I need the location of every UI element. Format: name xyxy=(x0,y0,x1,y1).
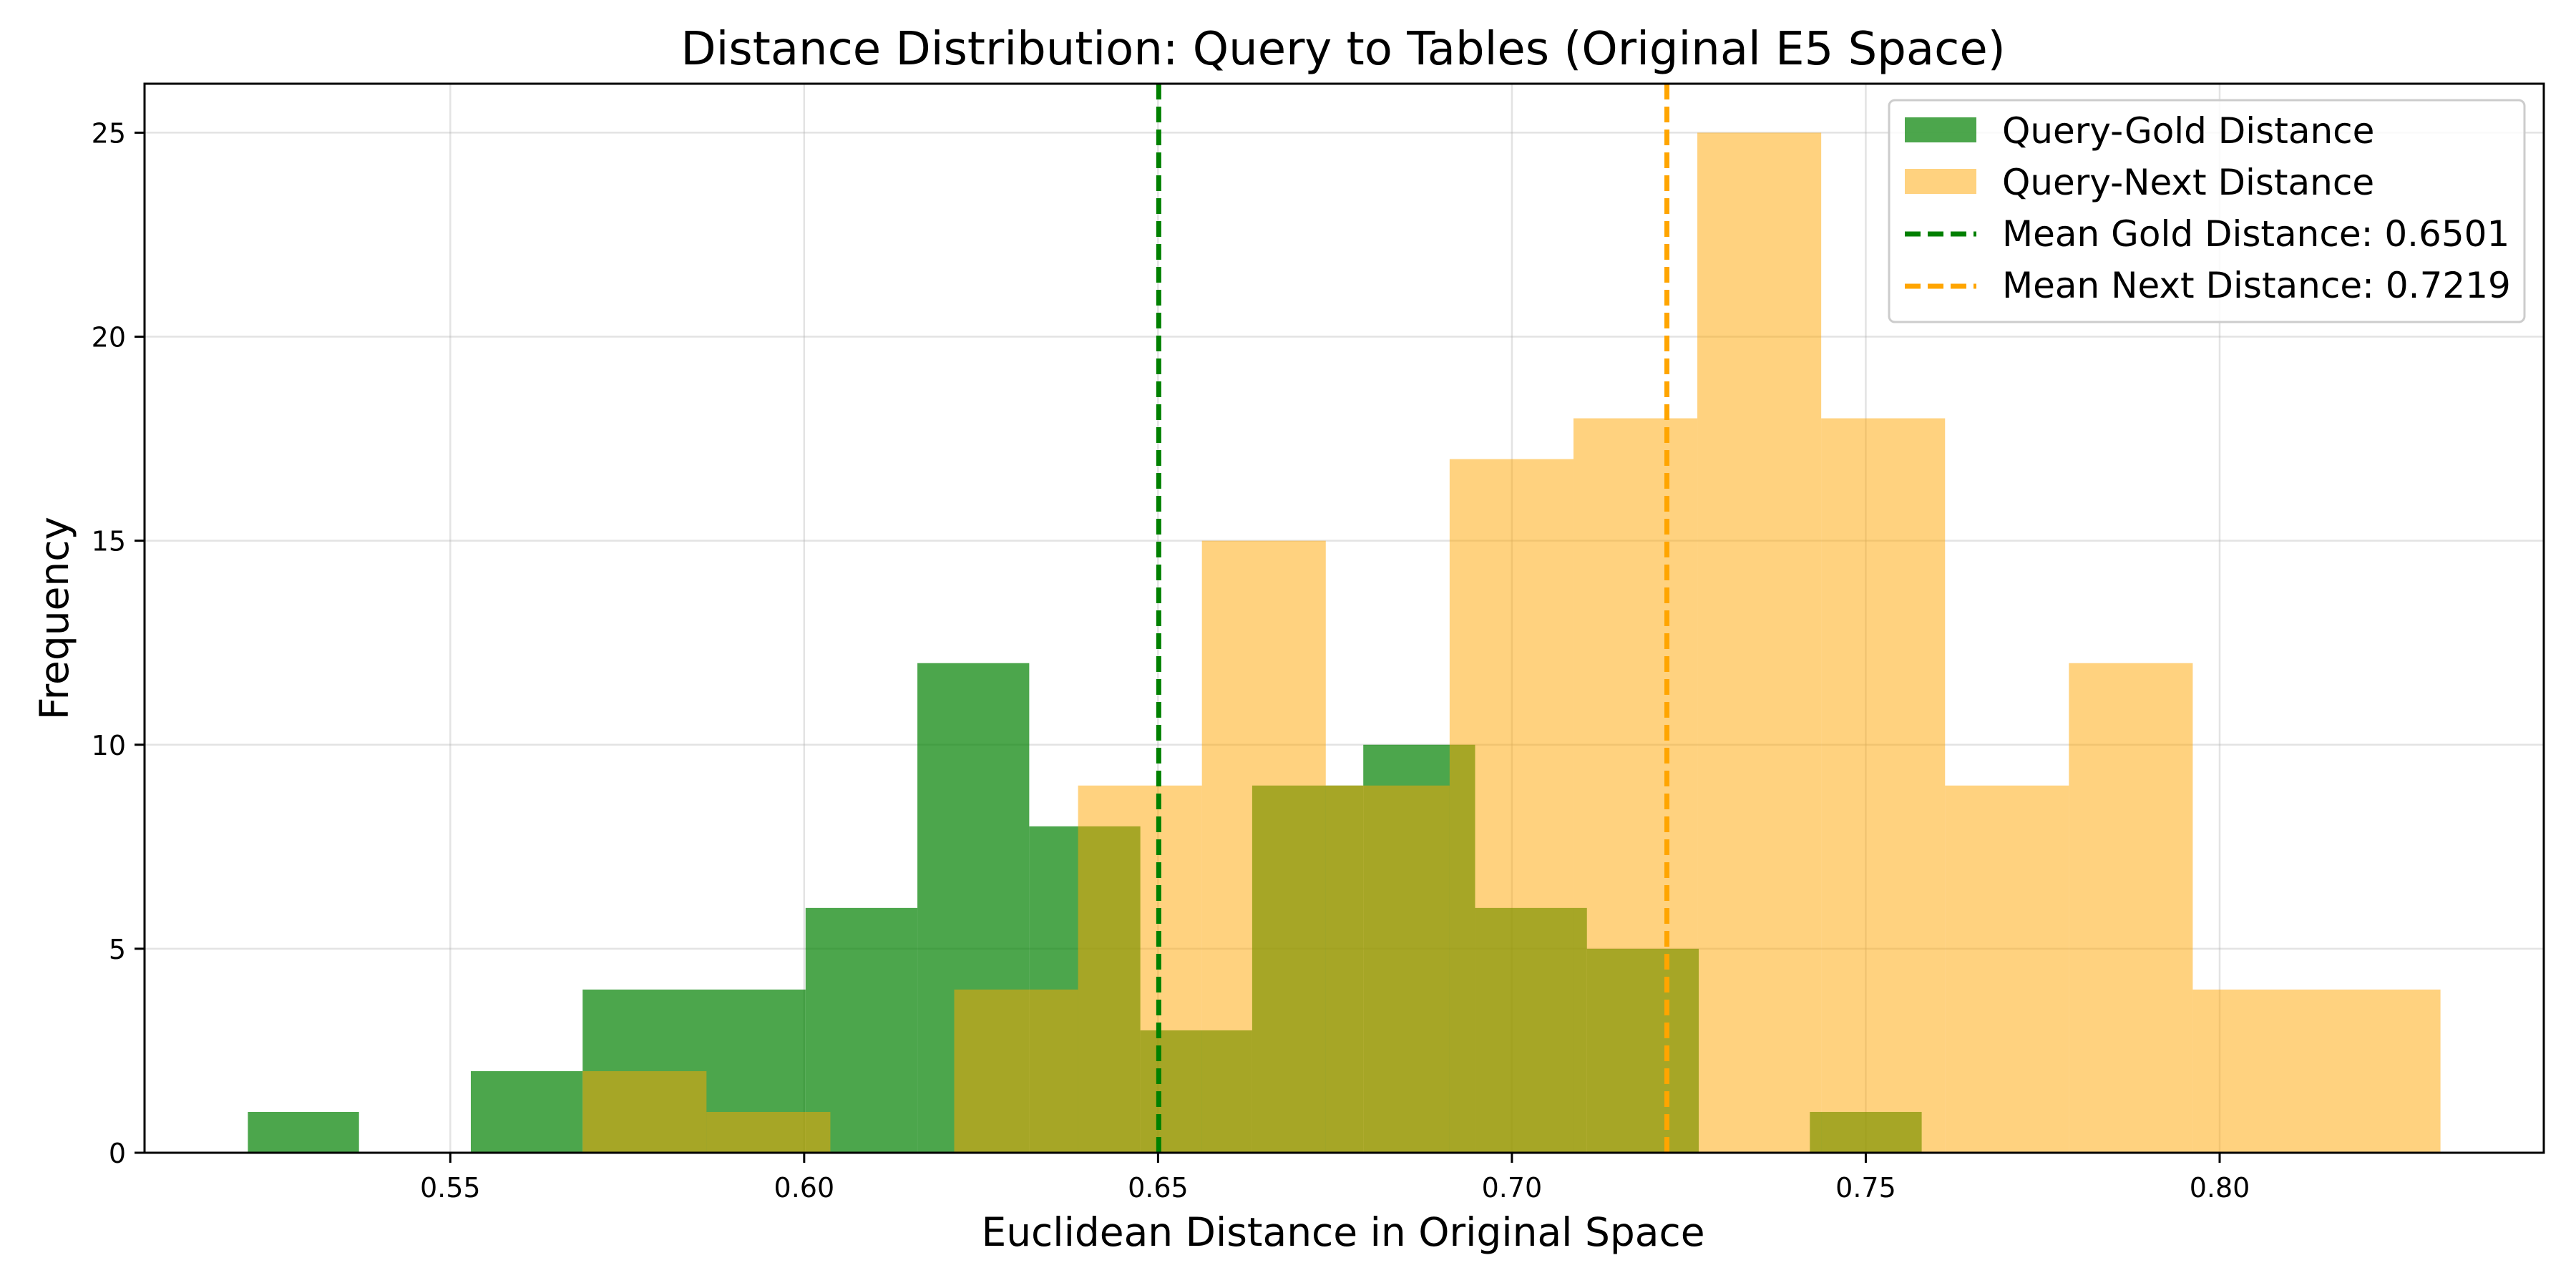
next-histogram-bar xyxy=(1697,132,1822,1153)
next-histogram-bar xyxy=(1325,785,1450,1153)
legend-box xyxy=(1888,99,2526,323)
x-tick-label: 0.65 xyxy=(1128,1172,1189,1204)
next-histogram-bar xyxy=(2316,989,2441,1153)
next-histogram-bar xyxy=(1078,785,1202,1153)
x-tick-label: 0.55 xyxy=(420,1172,481,1204)
next-histogram-bar xyxy=(582,1070,707,1153)
legend-swatch-gold xyxy=(1905,117,1976,142)
legend-swatch-next xyxy=(1905,169,1976,194)
next-histogram-bar xyxy=(1449,459,1574,1153)
y-tick-label: 25 xyxy=(92,117,126,149)
x-tick-label: 0.70 xyxy=(1482,1172,1543,1204)
y-tick-label: 15 xyxy=(92,526,126,557)
next-histogram-bar xyxy=(2069,663,2193,1153)
y-tick-label: 5 xyxy=(109,934,126,965)
x-tick-label: 0.80 xyxy=(2190,1172,2250,1204)
gold-histogram-bar xyxy=(470,1070,583,1153)
next-histogram-bar xyxy=(2192,989,2317,1153)
next-histogram-bar xyxy=(954,989,1078,1153)
y-tick-label: 10 xyxy=(92,730,126,761)
legend-label-next: Query-Next Distance xyxy=(2002,162,2374,203)
x-axis-label: Euclidean Distance in Original Space xyxy=(981,1209,1704,1255)
next-histogram-bar xyxy=(1945,785,2069,1153)
next-histogram-bar xyxy=(1821,418,1946,1153)
legend-label-gold: Query-Gold Distance xyxy=(2002,110,2374,152)
legend-label-gold-mean: Mean Gold Distance: 0.6501 xyxy=(2002,213,2509,255)
plot-frame xyxy=(143,82,2545,1154)
gold-histogram-bar xyxy=(248,1111,359,1153)
x-axis-ticks: 0.55 0.60 0.65 0.70 0.75 0.80 xyxy=(420,1153,2250,1204)
y-tick-label: 20 xyxy=(92,322,126,353)
next-histogram-bar xyxy=(1201,540,1326,1153)
next-histogram-bar xyxy=(706,1111,831,1153)
legend-label-next-mean: Mean Next Distance: 0.7219 xyxy=(2002,265,2511,306)
chart-title: Distance Distribution: Query to Tables (… xyxy=(680,23,2005,76)
mean-reference-lines xyxy=(1156,84,1670,1153)
x-tick-label: 0.75 xyxy=(1835,1172,1896,1204)
next-distance-bars xyxy=(582,132,2441,1153)
y-axis-label: Frequency xyxy=(31,517,77,720)
y-tick-label: 0 xyxy=(109,1138,126,1169)
legend: Query-Gold Distance Query-Next Distance … xyxy=(1888,99,2526,323)
x-tick-label: 0.60 xyxy=(774,1172,835,1204)
next-histogram-bar xyxy=(1573,418,1698,1153)
y-axis-ticks: 0 5 10 15 20 25 xyxy=(92,117,145,1169)
